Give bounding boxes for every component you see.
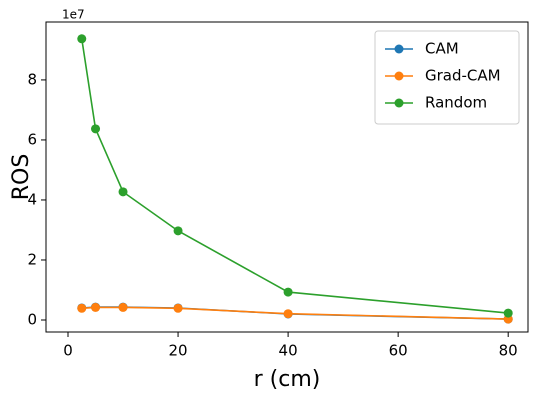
x-tick-label: 40 <box>279 342 298 360</box>
legend-box <box>374 30 520 125</box>
series-marker <box>77 303 87 313</box>
x-tick-label: 0 <box>63 342 73 360</box>
plot-frame <box>45 21 529 333</box>
y-tick-label: 2 <box>27 250 37 268</box>
y-tick-label: 6 <box>27 130 37 148</box>
series-marker <box>118 302 128 312</box>
x-axis-label: r (cm) <box>254 367 321 392</box>
series-marker <box>77 34 87 44</box>
series-marker <box>91 302 101 312</box>
legend-label: Grad-CAM <box>425 67 501 85</box>
legend-label: Random <box>425 94 487 112</box>
series-marker <box>503 308 513 318</box>
y-tick-label: 8 <box>27 70 37 88</box>
legend-marker <box>394 71 404 81</box>
y-tick-label: 4 <box>27 190 37 208</box>
y-axis-label: ROS <box>9 154 34 201</box>
x-tick-label: 80 <box>499 342 518 360</box>
series-marker <box>173 226 183 236</box>
series-line <box>80 38 509 314</box>
y-offset-label: 1e7 <box>62 8 85 22</box>
legend-marker <box>394 98 404 108</box>
x-tick-label: 60 <box>389 342 408 360</box>
x-tick-label: 20 <box>169 342 188 360</box>
series-marker <box>173 303 183 313</box>
legend-label: CAM <box>425 40 459 58</box>
legend-marker <box>394 44 404 54</box>
series-marker <box>91 124 101 134</box>
series-marker <box>283 309 293 319</box>
y-tick-label: 0 <box>27 310 37 328</box>
series-marker <box>283 287 293 297</box>
series-marker <box>118 187 128 197</box>
